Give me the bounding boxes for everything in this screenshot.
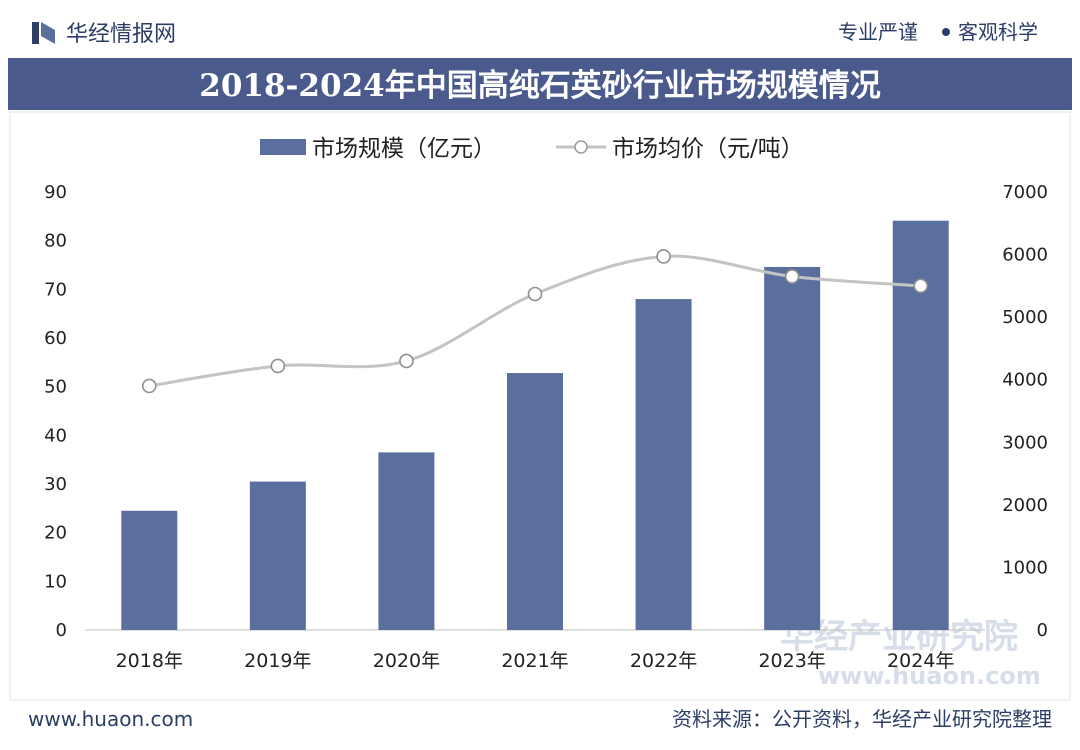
- left-tick-label: 50: [44, 377, 67, 398]
- category-label: 2023年: [758, 650, 825, 672]
- left-tick-label: 0: [56, 620, 67, 641]
- legend: 市场规模（亿元） 市场均价（元/吨）: [260, 136, 804, 162]
- price-point-2021年: [527, 286, 543, 302]
- price-point-2023年: [784, 269, 800, 284]
- left-tick-label: 20: [44, 523, 67, 544]
- bar-2020年: [378, 452, 435, 630]
- price-point-2019年: [270, 358, 286, 374]
- price-points: [141, 249, 929, 394]
- price-point-2018年: [141, 378, 157, 394]
- legend-bar-swatch: [260, 139, 306, 155]
- footer-website[interactable]: www.huaon.com: [28, 707, 193, 731]
- category-labels: 2018年 2019年 2020年 2021年 2022年 2023年 2024年: [116, 650, 955, 672]
- bars: [121, 220, 949, 631]
- bar-2023年: [764, 266, 821, 630]
- left-tick-label: 90: [44, 182, 67, 203]
- legend-bar-label: 市场规模（亿元）: [312, 136, 496, 162]
- brand-name: 华经情报网: [66, 22, 176, 47]
- right-tick-label: 1000: [1002, 557, 1048, 578]
- right-tick-label: 2000: [1002, 495, 1048, 516]
- category-label: 2018年: [116, 650, 183, 672]
- left-tick-label: 80: [44, 231, 67, 252]
- category-label: 2022年: [630, 650, 697, 672]
- bar-2021年: [507, 373, 563, 630]
- title-banner: [8, 58, 1072, 110]
- bar-2019年: [249, 481, 306, 630]
- price-point-2024年: [913, 278, 929, 294]
- brand-logo-icon: [32, 22, 55, 44]
- right-tick-label: 6000: [1002, 245, 1048, 266]
- right-tick-label: 3000: [1002, 432, 1048, 453]
- left-tick-label: 10: [44, 571, 67, 592]
- right-tick-label: 5000: [1002, 307, 1048, 328]
- right-axis-ticks: 0 1000 2000 3000 4000 5000 6000 7000: [1002, 182, 1048, 641]
- price-point-2020年: [399, 353, 414, 369]
- tagline-dot-icon: [942, 28, 950, 36]
- footer-bar: [8, 700, 1072, 742]
- watermark-url: www.huaon.com: [818, 662, 1041, 690]
- bar-2018年: [121, 510, 178, 630]
- left-tick-label: 70: [44, 279, 67, 300]
- left-axis-ticks: 0 10 20 30 40 50 60 70 80 90: [44, 182, 67, 641]
- chart-title: 2018-2024年中国高纯石英砂行业市场规模情况: [199, 68, 880, 104]
- right-tick-label: 0: [1037, 620, 1048, 641]
- left-tick-label: 60: [44, 328, 67, 349]
- bar-2022年: [635, 299, 692, 630]
- legend-line-label: 市场均价（元/吨）: [612, 136, 804, 162]
- footer-source: 资料来源：公开资料，华经产业研究院整理: [672, 707, 1052, 731]
- right-tick-label: 4000: [1002, 370, 1048, 391]
- tagline-right: 客观科学: [958, 20, 1038, 44]
- price-point-2022年: [656, 249, 671, 264]
- left-tick-label: 40: [44, 425, 67, 446]
- left-tick-label: 30: [44, 474, 67, 495]
- header: 华经情报网 专业严谨 客观科学: [32, 20, 1038, 47]
- category-label: 2020年: [373, 650, 440, 672]
- category-label: 2019年: [244, 650, 311, 672]
- legend-line-marker: [574, 140, 588, 154]
- category-label: 2021年: [501, 650, 568, 672]
- right-tick-label: 7000: [1002, 182, 1048, 203]
- category-label: 2024年: [887, 650, 954, 672]
- tagline-left: 专业严谨: [838, 20, 918, 44]
